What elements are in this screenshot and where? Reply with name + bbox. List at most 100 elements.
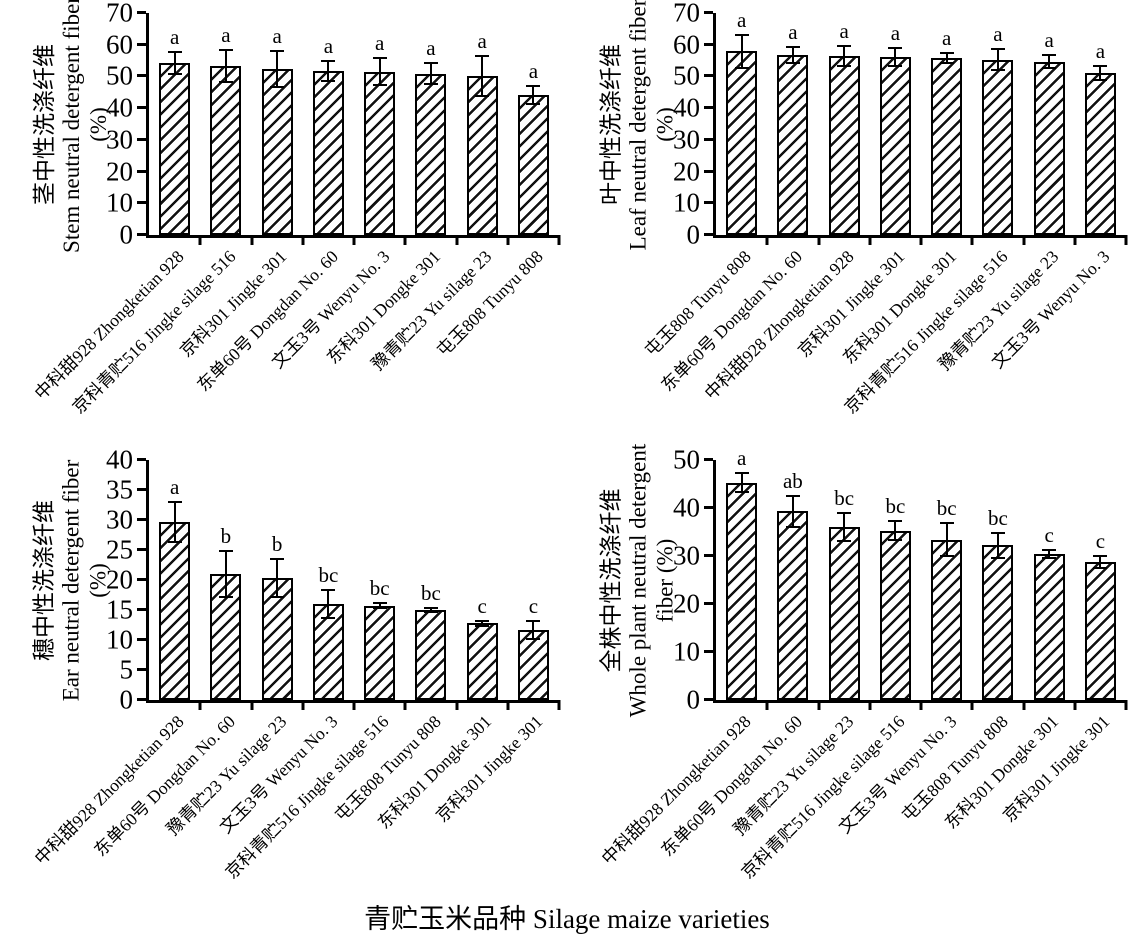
x-tick bbox=[352, 700, 356, 710]
error-bar-cap bbox=[270, 85, 285, 88]
error-bar-cap bbox=[423, 83, 438, 86]
y-axis-label-text: 全株中性洗涤纤维 Whole plant neutral detergent f… bbox=[598, 443, 679, 717]
bar bbox=[415, 73, 447, 235]
y-tick-label: 10 bbox=[106, 187, 133, 218]
y-tick bbox=[137, 638, 146, 641]
y-tick-label: 15 bbox=[106, 594, 133, 625]
y-tick bbox=[137, 458, 146, 461]
y-tick bbox=[704, 42, 713, 46]
bar bbox=[777, 54, 809, 235]
y-tick-label: 60 bbox=[673, 29, 700, 60]
y-tick-label: 40 bbox=[673, 92, 700, 123]
x-tick bbox=[198, 235, 202, 245]
error-bar-cap bbox=[990, 48, 1005, 51]
error-bar-cap bbox=[372, 602, 387, 605]
bar bbox=[1033, 61, 1065, 235]
y-tick bbox=[137, 668, 146, 671]
bar bbox=[312, 70, 344, 235]
error-bar-cap bbox=[939, 555, 954, 557]
panel-stem: 茎中性洗涤纤维 Stem neutral detergent fiber (%)… bbox=[0, 0, 567, 450]
bar bbox=[726, 482, 758, 700]
error-bar bbox=[1099, 556, 1102, 568]
error-bar bbox=[429, 608, 432, 612]
error-bar bbox=[429, 63, 432, 85]
bar bbox=[364, 71, 396, 235]
y-tick-label: 20 bbox=[106, 564, 133, 595]
x-tick bbox=[250, 700, 253, 710]
sig-letter: b bbox=[220, 524, 232, 549]
sig-letter: a bbox=[941, 26, 952, 51]
y-tick-label: 50 bbox=[673, 444, 700, 475]
bar bbox=[466, 623, 498, 700]
sig-letter: c bbox=[1095, 529, 1106, 554]
y-tick-label: 10 bbox=[673, 636, 700, 667]
x-tick bbox=[970, 235, 974, 245]
y-axis-label-cn: 茎中性洗涤纤维 bbox=[31, 43, 57, 205]
error-bar-cap bbox=[475, 95, 490, 98]
error-bar bbox=[945, 53, 948, 64]
error-bar-cap bbox=[785, 495, 800, 497]
sig-letter: a bbox=[477, 28, 487, 53]
bar bbox=[466, 75, 498, 235]
bar bbox=[879, 530, 911, 700]
y-tick-label: 30 bbox=[673, 540, 700, 571]
error-bar-cap bbox=[888, 46, 903, 49]
error-bar bbox=[276, 51, 279, 87]
error-bar-cap bbox=[321, 589, 336, 592]
y-tick-label: 10 bbox=[673, 187, 700, 218]
bar bbox=[828, 526, 860, 700]
bar bbox=[931, 539, 963, 700]
error-bar-cap bbox=[837, 539, 852, 542]
bar bbox=[364, 605, 396, 700]
bar bbox=[517, 95, 549, 235]
error-bar-cap bbox=[321, 616, 336, 619]
error-bar-cap bbox=[423, 610, 438, 613]
y-tick bbox=[137, 233, 146, 236]
x-tick bbox=[970, 700, 974, 710]
y-axis-label-en: Stem neutral detergent fiber bbox=[58, 0, 84, 253]
x-tick bbox=[557, 235, 561, 245]
plot-stem: 0 10 20 30 40 50 60 70 a 中科甜928 Zhongketian 928 a 京… bbox=[31, 0, 561, 418]
error-bar-cap bbox=[837, 64, 852, 67]
error-bar-cap bbox=[1042, 53, 1057, 56]
x-axis-caption: 青贮玉米品种 Silage maize varieties bbox=[364, 904, 770, 934]
y-tick-label: 70 bbox=[106, 0, 133, 28]
error-bar-cap bbox=[1093, 78, 1108, 81]
x-tick bbox=[868, 700, 872, 710]
sig-letter: bc bbox=[420, 581, 441, 606]
sig-letter: bc bbox=[834, 485, 855, 510]
y-tick-label: 60 bbox=[106, 29, 133, 60]
error-bar-cap bbox=[1093, 555, 1108, 558]
error-bar-cap bbox=[167, 72, 182, 75]
error-bar bbox=[791, 46, 794, 64]
x-tick bbox=[455, 700, 458, 710]
y-tick bbox=[704, 137, 713, 141]
sig-letter: c bbox=[528, 593, 539, 618]
y-tick bbox=[704, 602, 713, 605]
error-bar-cap bbox=[734, 33, 749, 36]
x-tick bbox=[250, 235, 253, 245]
sig-letter: bc bbox=[885, 493, 906, 518]
y-tick-label: 70 bbox=[673, 0, 700, 28]
error-bar-cap bbox=[526, 85, 541, 88]
bar bbox=[210, 574, 242, 700]
y-axis-label-cn: 穗中性洗涤纤维 bbox=[31, 499, 57, 661]
sig-letter: a bbox=[272, 24, 282, 49]
error-bar-cap bbox=[888, 64, 903, 67]
plot-ear: 0 5 10 15 20 25 30 35 40 a 中科甜928 Zhongketian 928 b… bbox=[31, 446, 561, 883]
error-bar bbox=[843, 512, 846, 541]
error-bar-cap bbox=[218, 48, 233, 51]
bar bbox=[777, 511, 809, 700]
y-axis-label-unit: fiber (%) bbox=[652, 538, 678, 622]
sig-letter: bc bbox=[318, 563, 339, 588]
sig-letter: b bbox=[271, 532, 283, 556]
y-tick bbox=[137, 698, 146, 701]
bar bbox=[879, 56, 911, 235]
error-bar-cap bbox=[526, 619, 541, 622]
error-bar bbox=[481, 620, 484, 626]
error-bar-cap bbox=[837, 44, 852, 47]
error-bar bbox=[740, 34, 743, 68]
error-bar bbox=[1048, 549, 1051, 559]
error-bar-cap bbox=[167, 51, 182, 54]
bar bbox=[1084, 72, 1116, 235]
